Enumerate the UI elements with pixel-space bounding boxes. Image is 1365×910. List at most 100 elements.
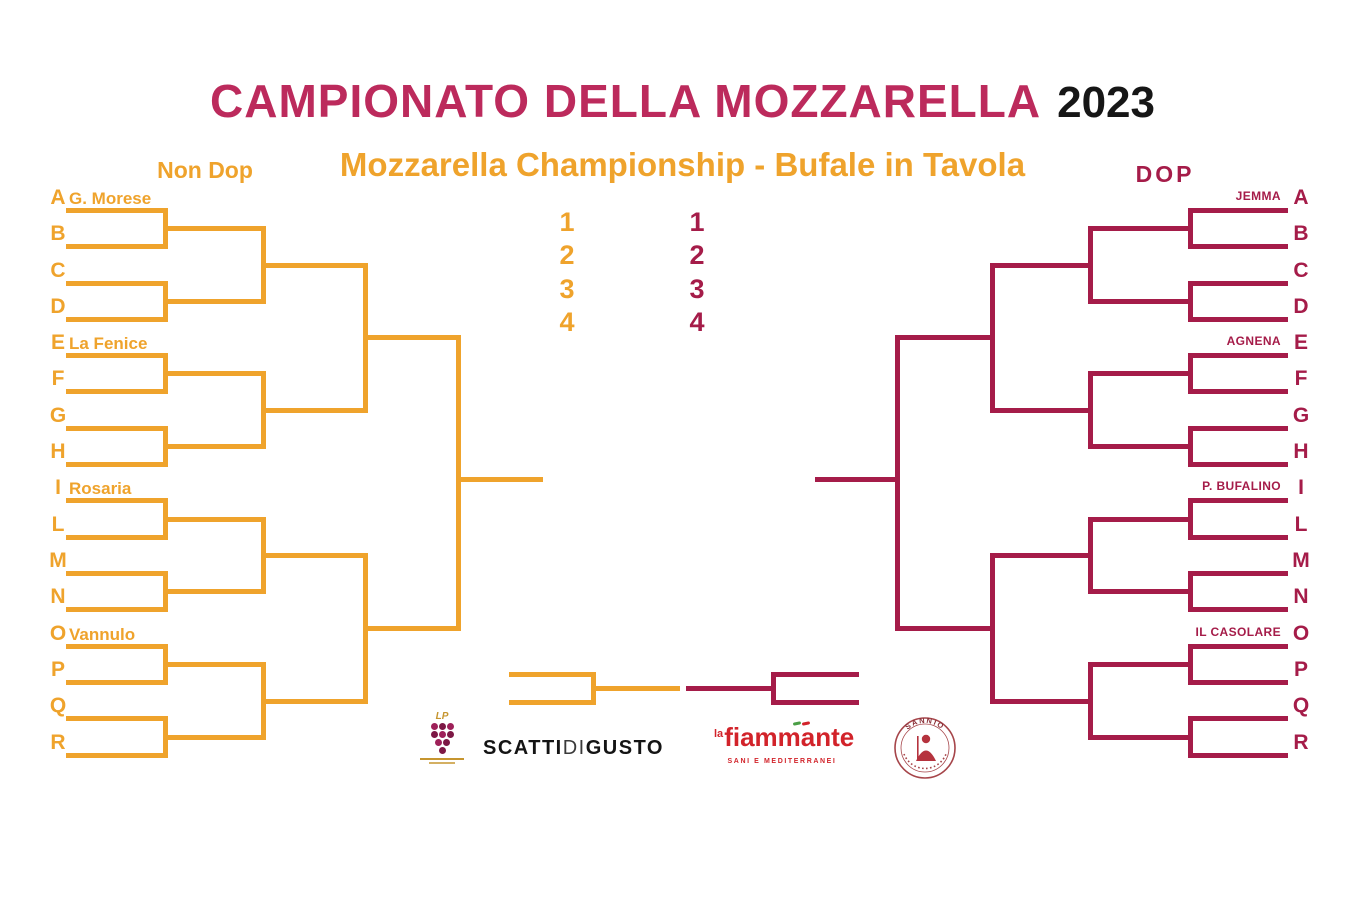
bracket-line bbox=[163, 371, 266, 376]
bracket-line bbox=[66, 753, 168, 758]
left-seed-letter-I: I bbox=[55, 476, 61, 499]
grape-monogram: LP bbox=[435, 711, 449, 722]
bracket-line bbox=[261, 699, 368, 704]
bracket-line bbox=[1088, 226, 1193, 231]
right-seed-letter-E: E bbox=[1293, 331, 1308, 354]
bracket-line bbox=[66, 208, 168, 213]
la-fiammante-logo: lafiammante SANI E MEDITERRANEI bbox=[714, 721, 854, 765]
right-rank-1: 1 bbox=[689, 207, 705, 237]
left-competitor-name-E: La Fenice bbox=[69, 334, 148, 353]
bracket-line bbox=[1188, 353, 1288, 358]
right-rank-4: 4 bbox=[689, 307, 705, 337]
grape-logo-text-line bbox=[429, 762, 455, 764]
bracket-line bbox=[163, 517, 266, 522]
bracket-line bbox=[1188, 680, 1288, 685]
left-rank-1: 1 bbox=[559, 207, 575, 237]
bracket-line bbox=[66, 535, 168, 540]
bracket-line bbox=[1088, 735, 1193, 740]
left-seed-letter-F: F bbox=[51, 367, 65, 390]
bracket-line bbox=[66, 498, 168, 503]
bracket-line bbox=[456, 477, 543, 482]
bracket-line bbox=[163, 444, 266, 449]
left-rank-3: 3 bbox=[559, 274, 575, 304]
bracket-line bbox=[895, 626, 995, 631]
bracket-line bbox=[1088, 444, 1193, 449]
bracket-line bbox=[1088, 589, 1193, 594]
page-subtitle: Mozzarella Championship - Bufale in Tavo… bbox=[339, 146, 1026, 183]
bracket-line bbox=[66, 571, 168, 576]
right-seed-letter-A: A bbox=[1293, 186, 1309, 209]
bracket-line bbox=[895, 335, 995, 340]
right-seed-letter-F: F bbox=[1294, 367, 1308, 390]
bracket-line bbox=[1188, 317, 1288, 322]
right-seed-letter-G: G bbox=[1292, 404, 1310, 427]
bracket-line bbox=[815, 477, 900, 482]
bracket-line bbox=[66, 644, 168, 649]
bracket-line bbox=[1188, 571, 1288, 576]
bracket-line bbox=[1188, 498, 1288, 503]
bracket-line bbox=[1088, 662, 1193, 667]
bracket-line bbox=[363, 626, 461, 631]
right-seed-letter-R: R bbox=[1293, 731, 1309, 754]
bracket-line bbox=[1188, 208, 1288, 213]
right-seed-letter-L: L bbox=[1294, 513, 1308, 536]
bracket-line bbox=[1188, 753, 1288, 758]
fiammante-flag-icon bbox=[792, 721, 810, 726]
left-seed-letter-D: D bbox=[50, 295, 66, 318]
bracket-line bbox=[66, 462, 168, 467]
title-main: CAMPIONATO DELLA MOZZARELLA bbox=[210, 75, 1042, 127]
bracket-line bbox=[1188, 281, 1288, 286]
right-rank-3: 3 bbox=[689, 274, 705, 304]
bracket-line bbox=[163, 589, 266, 594]
bracket-line bbox=[66, 389, 168, 394]
sannio-consortium-badge: SANNIO bbox=[893, 716, 957, 780]
left-seed-letter-Q: Q bbox=[49, 694, 67, 717]
di-word: DI bbox=[562, 737, 586, 759]
bracket-line bbox=[163, 735, 266, 740]
bracket-line bbox=[771, 700, 859, 705]
sannio-badge-icon: SANNIO bbox=[894, 716, 956, 779]
left-bracket-header: Non Dop bbox=[157, 157, 253, 183]
grape-bunch-icon bbox=[416, 723, 468, 755]
right-seed-letter-P: P bbox=[1293, 658, 1308, 681]
bracket-line bbox=[261, 553, 368, 558]
right-competitor-name-E: AGNENA bbox=[1226, 334, 1281, 348]
bracket-line bbox=[686, 686, 776, 691]
bracket-line bbox=[66, 607, 168, 612]
right-competitor-name-A: JEMMA bbox=[1235, 189, 1281, 203]
bracket-line bbox=[1188, 389, 1288, 394]
scatti-word: SCATTI bbox=[483, 737, 563, 759]
left-seed-letter-A: A bbox=[50, 186, 66, 209]
fiammante-name: fiammante bbox=[724, 722, 855, 752]
bracket-line bbox=[895, 335, 900, 631]
bracket-line bbox=[261, 263, 368, 268]
bracket-line bbox=[261, 408, 368, 413]
bracket-line bbox=[990, 408, 1093, 413]
left-seed-letter-P: P bbox=[50, 658, 65, 681]
right-bracket-header: DOP bbox=[1135, 161, 1195, 187]
bracket-line bbox=[66, 281, 168, 286]
right-seed-letter-M: M bbox=[1292, 549, 1310, 572]
left-seed-letter-B: B bbox=[50, 222, 66, 245]
bracket-line bbox=[990, 263, 1093, 268]
left-seed-letter-G: G bbox=[49, 404, 67, 427]
bracket-line bbox=[456, 335, 461, 631]
bracket-line bbox=[66, 244, 168, 249]
bracket-line bbox=[509, 700, 596, 705]
left-rank-4: 4 bbox=[559, 307, 575, 337]
bracket-line bbox=[990, 553, 1093, 558]
bracket-line bbox=[163, 662, 266, 667]
bracket-line bbox=[1188, 244, 1288, 249]
bracket-line bbox=[591, 686, 680, 691]
grape-logo-text-line bbox=[420, 758, 464, 760]
left-seed-letter-O: O bbox=[49, 622, 67, 645]
fiammante-prefix: la bbox=[714, 728, 724, 740]
left-seed-letter-R: R bbox=[50, 731, 66, 754]
bracket-line bbox=[1188, 607, 1288, 612]
right-rank-2: 2 bbox=[689, 240, 705, 270]
bracket-line bbox=[363, 335, 461, 340]
right-seed-letter-N: N bbox=[1293, 585, 1309, 608]
right-seed-letter-Q: Q bbox=[1292, 694, 1310, 717]
scattidigusto-logo: SCATTIDIGUSTO bbox=[483, 737, 662, 760]
right-seed-letter-D: D bbox=[1293, 295, 1309, 318]
